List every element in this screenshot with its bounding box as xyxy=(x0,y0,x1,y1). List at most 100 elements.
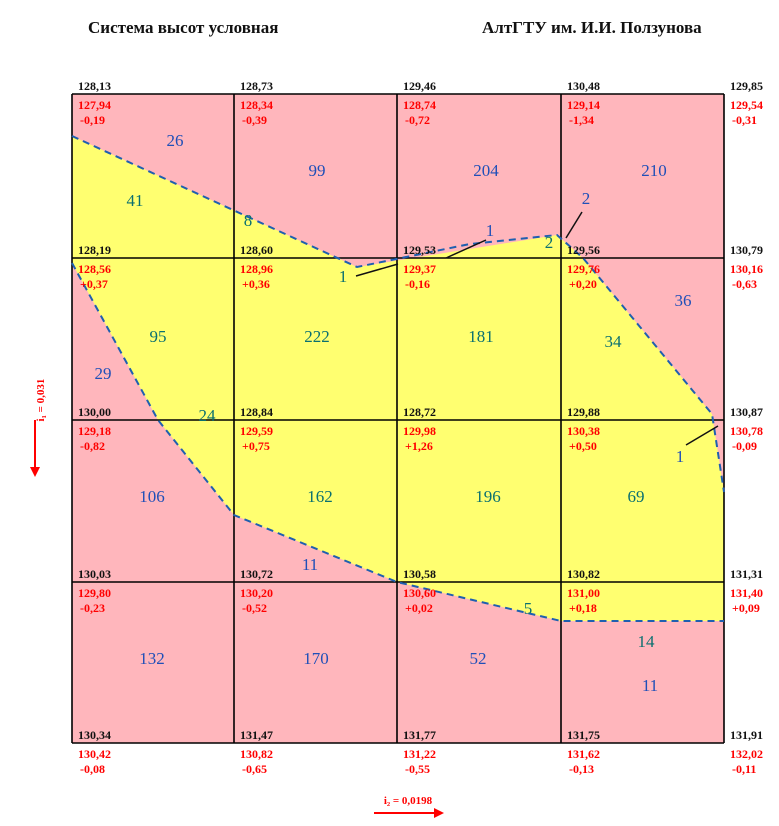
volume-label-0: 26 xyxy=(167,131,184,150)
existing-elevation-3-2: 130,58 xyxy=(403,567,436,581)
volume-labels-layer: 26 41 99 8 204 1 210 2 1 2 95 29 222 181 36 34 24 106 162 1… xyxy=(95,131,692,695)
existing-elevation-3-4: 131,31 xyxy=(730,567,763,581)
design-elevation-2-1: 129,59 xyxy=(240,424,273,438)
work-mark-1-2: -0,16 xyxy=(405,277,430,291)
work-mark-2-0: -0,82 xyxy=(80,439,105,453)
design-elevation-1-0: 128,56 xyxy=(78,262,111,276)
design-elevation-3-1: 130,20 xyxy=(240,586,273,600)
existing-elevation-3-0: 130,03 xyxy=(78,567,111,581)
volume-label-20: 196 xyxy=(475,487,501,506)
existing-elevation-2-3: 129,88 xyxy=(567,405,600,419)
design-elevation-3-3: 131,00 xyxy=(567,586,600,600)
existing-elevation-0-2: 129,46 xyxy=(403,79,436,93)
design-elevation-1-3: 129,76 xyxy=(567,262,600,276)
volume-label-3: 8 xyxy=(244,211,253,230)
volume-label-12: 222 xyxy=(304,327,330,346)
volume-label-11: 29 xyxy=(95,364,112,383)
existing-elevation-2-0: 130,00 xyxy=(78,405,111,419)
volume-label-27: 14 xyxy=(638,632,656,651)
design-elevation-2-2: 129,98 xyxy=(403,424,436,438)
grid-lines-layer xyxy=(71,93,725,744)
design-elevation-0-4: 129,54 xyxy=(730,98,763,112)
existing-elevation-0-4: 129,85 xyxy=(730,79,763,93)
work-mark-4-0: -0,08 xyxy=(80,762,105,776)
system-title: Система высот условная xyxy=(88,18,279,37)
volume-label-26: 5 xyxy=(524,599,533,618)
volume-label-9: 2 xyxy=(545,233,554,252)
volume-label-19: 11 xyxy=(302,555,318,574)
gradient-arrows-layer: i₁ = 0,031 i₂ = 0,0198 xyxy=(30,379,444,818)
design-elevation-2-4: 130,78 xyxy=(730,424,763,438)
node-labels-layer: 128,13 127,94-0,19 128,73 128,34-0,39 129,46… xyxy=(78,79,763,776)
design-elevation-4-2: 131,22 xyxy=(403,747,436,761)
university-title: АлтГТУ им. И.И. Ползунова xyxy=(482,18,702,37)
design-elevation-0-1: 128,34 xyxy=(240,98,273,112)
existing-elevation-2-1: 128,84 xyxy=(240,405,273,419)
work-mark-3-4: +0,09 xyxy=(732,601,760,615)
work-mark-2-1: +0,75 xyxy=(242,439,270,453)
existing-elevation-0-0: 128,13 xyxy=(78,79,111,93)
existing-elevation-0-3: 130,48 xyxy=(567,79,600,93)
work-mark-3-3: +0,18 xyxy=(569,601,597,615)
leader-line xyxy=(685,425,719,446)
work-mark-2-3: +0,50 xyxy=(569,439,597,453)
zero-work-line-layer xyxy=(71,135,725,622)
design-elevation-1-1: 128,96 xyxy=(240,262,273,276)
volume-label-5: 1 xyxy=(486,221,495,240)
work-mark-0-3: -1,34 xyxy=(569,113,594,127)
volume-label-16: 24 xyxy=(199,406,217,425)
leader-line xyxy=(565,211,583,239)
work-mark-3-2: +0,02 xyxy=(405,601,433,615)
volume-label-14: 36 xyxy=(675,291,692,310)
zero-line-upper xyxy=(71,135,725,493)
existing-elevation-1-1: 128,60 xyxy=(240,243,273,257)
volume-label-25: 52 xyxy=(470,649,487,668)
volume-label-18: 162 xyxy=(307,487,333,506)
work-mark-4-1: -0,65 xyxy=(242,762,267,776)
work-mark-1-0: +0,37 xyxy=(80,277,108,291)
work-mark-3-1: -0,52 xyxy=(242,601,267,615)
design-elevation-0-0: 127,94 xyxy=(78,98,111,112)
work-mark-1-3: +0,20 xyxy=(569,277,597,291)
leader-line xyxy=(355,263,399,277)
volume-label-1: 41 xyxy=(127,191,144,210)
existing-elevation-4-1: 131,47 xyxy=(240,728,273,742)
design-elevation-0-2: 128,74 xyxy=(403,98,436,112)
design-elevation-4-1: 130,82 xyxy=(240,747,273,761)
work-mark-0-2: -0,72 xyxy=(405,113,430,127)
existing-elevation-4-0: 130,34 xyxy=(78,728,111,742)
existing-elevation-1-2: 129,53 xyxy=(403,243,436,257)
volume-label-17: 106 xyxy=(139,487,165,506)
existing-elevation-1-0: 128,19 xyxy=(78,243,111,257)
work-mark-3-0: -0,23 xyxy=(80,601,105,615)
work-mark-2-4: -0,09 xyxy=(732,439,757,453)
volume-label-4: 204 xyxy=(473,161,499,180)
existing-elevation-4-2: 131,77 xyxy=(403,728,436,742)
work-mark-4-2: -0,55 xyxy=(405,762,430,776)
work-mark-0-4: -0,31 xyxy=(732,113,757,127)
design-elevation-0-3: 129,14 xyxy=(567,98,600,112)
existing-elevation-1-4: 130,79 xyxy=(730,243,763,257)
volume-label-15: 34 xyxy=(605,332,623,351)
design-elevation-2-0: 129,18 xyxy=(78,424,111,438)
leader-line xyxy=(445,239,487,259)
work-mark-1-4: -0,63 xyxy=(732,277,757,291)
volume-label-21: 69 xyxy=(628,487,645,506)
existing-elevation-0-1: 128,73 xyxy=(240,79,273,93)
design-elevation-1-4: 130,16 xyxy=(730,262,763,276)
design-elevation-4-0: 130,42 xyxy=(78,747,111,761)
volume-label-6: 210 xyxy=(641,161,667,180)
design-elevation-3-0: 129,80 xyxy=(78,586,111,600)
volume-label-22: 1 xyxy=(676,447,685,466)
design-elevation-2-3: 130,38 xyxy=(567,424,600,438)
existing-elevation-3-1: 130,72 xyxy=(240,567,273,581)
design-elevation-4-4: 132,02 xyxy=(730,747,763,761)
volume-label-7: 2 xyxy=(582,189,591,208)
existing-elevation-1-3: 129,56 xyxy=(567,243,600,257)
work-mark-4-3: -0,13 xyxy=(569,762,594,776)
volume-label-23: 132 xyxy=(139,649,165,668)
design-elevation-3-4: 131,40 xyxy=(730,586,763,600)
design-elevation-4-3: 131,62 xyxy=(567,747,600,761)
design-elevation-1-2: 129,37 xyxy=(403,262,436,276)
